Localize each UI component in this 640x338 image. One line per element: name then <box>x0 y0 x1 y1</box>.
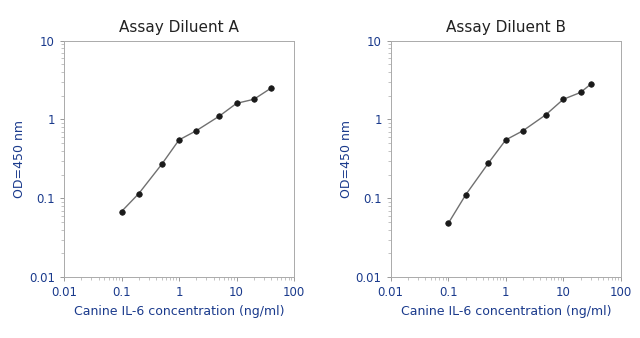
X-axis label: Canine IL-6 concentration (ng/ml): Canine IL-6 concentration (ng/ml) <box>74 305 284 318</box>
Y-axis label: OD=450 nm: OD=450 nm <box>13 120 26 198</box>
Y-axis label: OD=450 nm: OD=450 nm <box>340 120 353 198</box>
Title: Assay Diluent B: Assay Diluent B <box>445 20 566 35</box>
Title: Assay Diluent A: Assay Diluent A <box>119 20 239 35</box>
X-axis label: Canine IL-6 concentration (ng/ml): Canine IL-6 concentration (ng/ml) <box>401 305 611 318</box>
